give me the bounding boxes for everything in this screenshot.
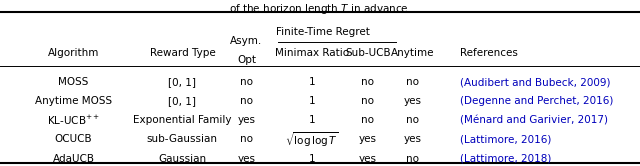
Text: 1: 1 xyxy=(308,77,315,87)
Text: Algorithm: Algorithm xyxy=(48,48,99,58)
Text: yes: yes xyxy=(404,96,422,106)
Text: $\sqrt{\log \log T}$: $\sqrt{\log \log T}$ xyxy=(285,130,339,149)
Text: Exponential Family: Exponential Family xyxy=(133,115,232,125)
Text: sub-Gaussian: sub-Gaussian xyxy=(147,134,218,144)
Text: no: no xyxy=(240,96,253,106)
Text: Finite-Time Regret: Finite-Time Regret xyxy=(276,27,370,37)
Text: (Lattimore, 2016): (Lattimore, 2016) xyxy=(460,134,551,144)
Text: Minimax Ratio: Minimax Ratio xyxy=(275,48,349,58)
Text: 1: 1 xyxy=(308,96,315,106)
Text: Sub-UCB: Sub-UCB xyxy=(345,48,391,58)
Text: no: no xyxy=(406,77,419,87)
Text: 1: 1 xyxy=(308,154,315,164)
Text: Opt: Opt xyxy=(237,55,256,65)
Text: of the horizon length $T$ in advance.: of the horizon length $T$ in advance. xyxy=(228,2,412,16)
Text: no: no xyxy=(362,96,374,106)
Text: (Degenne and Perchet, 2016): (Degenne and Perchet, 2016) xyxy=(460,96,613,106)
Text: Anytime MOSS: Anytime MOSS xyxy=(35,96,112,106)
Text: Asym.: Asym. xyxy=(230,37,262,46)
Text: yes: yes xyxy=(359,134,377,144)
Text: 1: 1 xyxy=(308,115,315,125)
Text: Anytime: Anytime xyxy=(391,48,435,58)
Text: OCUCB: OCUCB xyxy=(55,134,92,144)
Text: yes: yes xyxy=(237,115,255,125)
Text: (Lattimore, 2018): (Lattimore, 2018) xyxy=(460,154,551,164)
Text: yes: yes xyxy=(359,154,377,164)
Text: yes: yes xyxy=(404,134,422,144)
Text: no: no xyxy=(362,77,374,87)
Text: no: no xyxy=(240,77,253,87)
Text: (Ménard and Garivier, 2017): (Ménard and Garivier, 2017) xyxy=(460,115,607,125)
Text: [0, 1]: [0, 1] xyxy=(168,96,196,106)
Text: Reward Type: Reward Type xyxy=(150,48,215,58)
Text: [0, 1]: [0, 1] xyxy=(168,77,196,87)
Text: no: no xyxy=(406,115,419,125)
Text: yes: yes xyxy=(237,154,255,164)
Text: no: no xyxy=(362,115,374,125)
Text: KL-UCB$^{++}$: KL-UCB$^{++}$ xyxy=(47,114,100,127)
Text: no: no xyxy=(406,154,419,164)
Text: MOSS: MOSS xyxy=(58,77,89,87)
Text: (Audibert and Bubeck, 2009): (Audibert and Bubeck, 2009) xyxy=(460,77,610,87)
Text: References: References xyxy=(460,48,517,58)
Text: Gaussian: Gaussian xyxy=(158,154,207,164)
Text: AdaUCB: AdaUCB xyxy=(52,154,95,164)
Text: no: no xyxy=(240,134,253,144)
